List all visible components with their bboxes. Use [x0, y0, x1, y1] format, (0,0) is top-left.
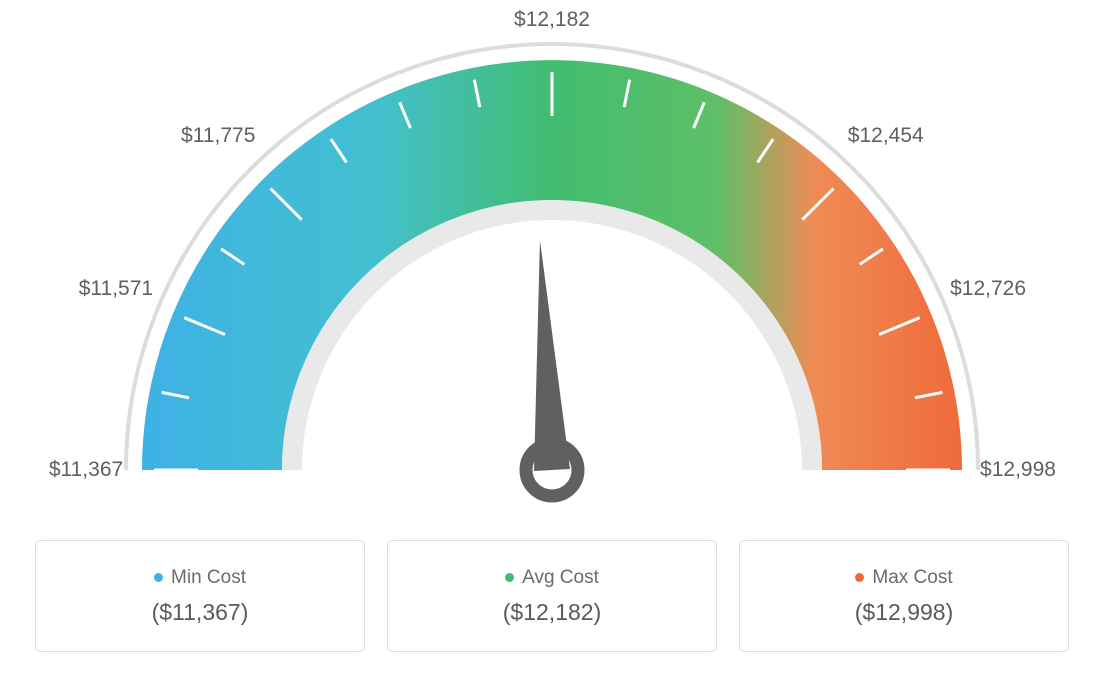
avg-cost-value: ($12,182) [503, 599, 601, 626]
avg-cost-card: Avg Cost ($12,182) [387, 540, 717, 652]
max-dot-icon [855, 573, 864, 582]
min-cost-title: Min Cost [154, 567, 246, 589]
min-cost-value: ($11,367) [152, 599, 249, 626]
gauge-tick-label: $12,454 [848, 124, 924, 148]
max-cost-title: Max Cost [855, 567, 952, 589]
avg-dot-icon [505, 573, 514, 582]
avg-cost-label: Avg Cost [522, 567, 599, 589]
gauge-tick-label: $12,998 [980, 458, 1056, 482]
avg-cost-title: Avg Cost [505, 567, 599, 589]
max-cost-card: Max Cost ($12,998) [739, 540, 1069, 652]
gauge-chart: $11,367 $11,571 $11,775 $12,182 $12,454 $12,7… [0, 0, 1104, 530]
summary-cards: Min Cost ($11,367) Avg Cost ($12,182) Ma… [0, 540, 1104, 652]
gauge-tick-label: $11,571 [79, 277, 153, 301]
min-cost-label: Min Cost [171, 567, 246, 589]
gauge-svg [0, 0, 1104, 530]
gauge-tick-label: $12,726 [950, 277, 1026, 301]
max-cost-label: Max Cost [872, 567, 952, 589]
max-cost-value: ($12,998) [855, 599, 953, 626]
gauge-tick-label: $11,775 [181, 124, 255, 148]
gauge-tick-label: $11,367 [49, 458, 123, 482]
min-dot-icon [154, 573, 163, 582]
min-cost-card: Min Cost ($11,367) [35, 540, 365, 652]
gauge-tick-label: $12,182 [514, 8, 590, 32]
